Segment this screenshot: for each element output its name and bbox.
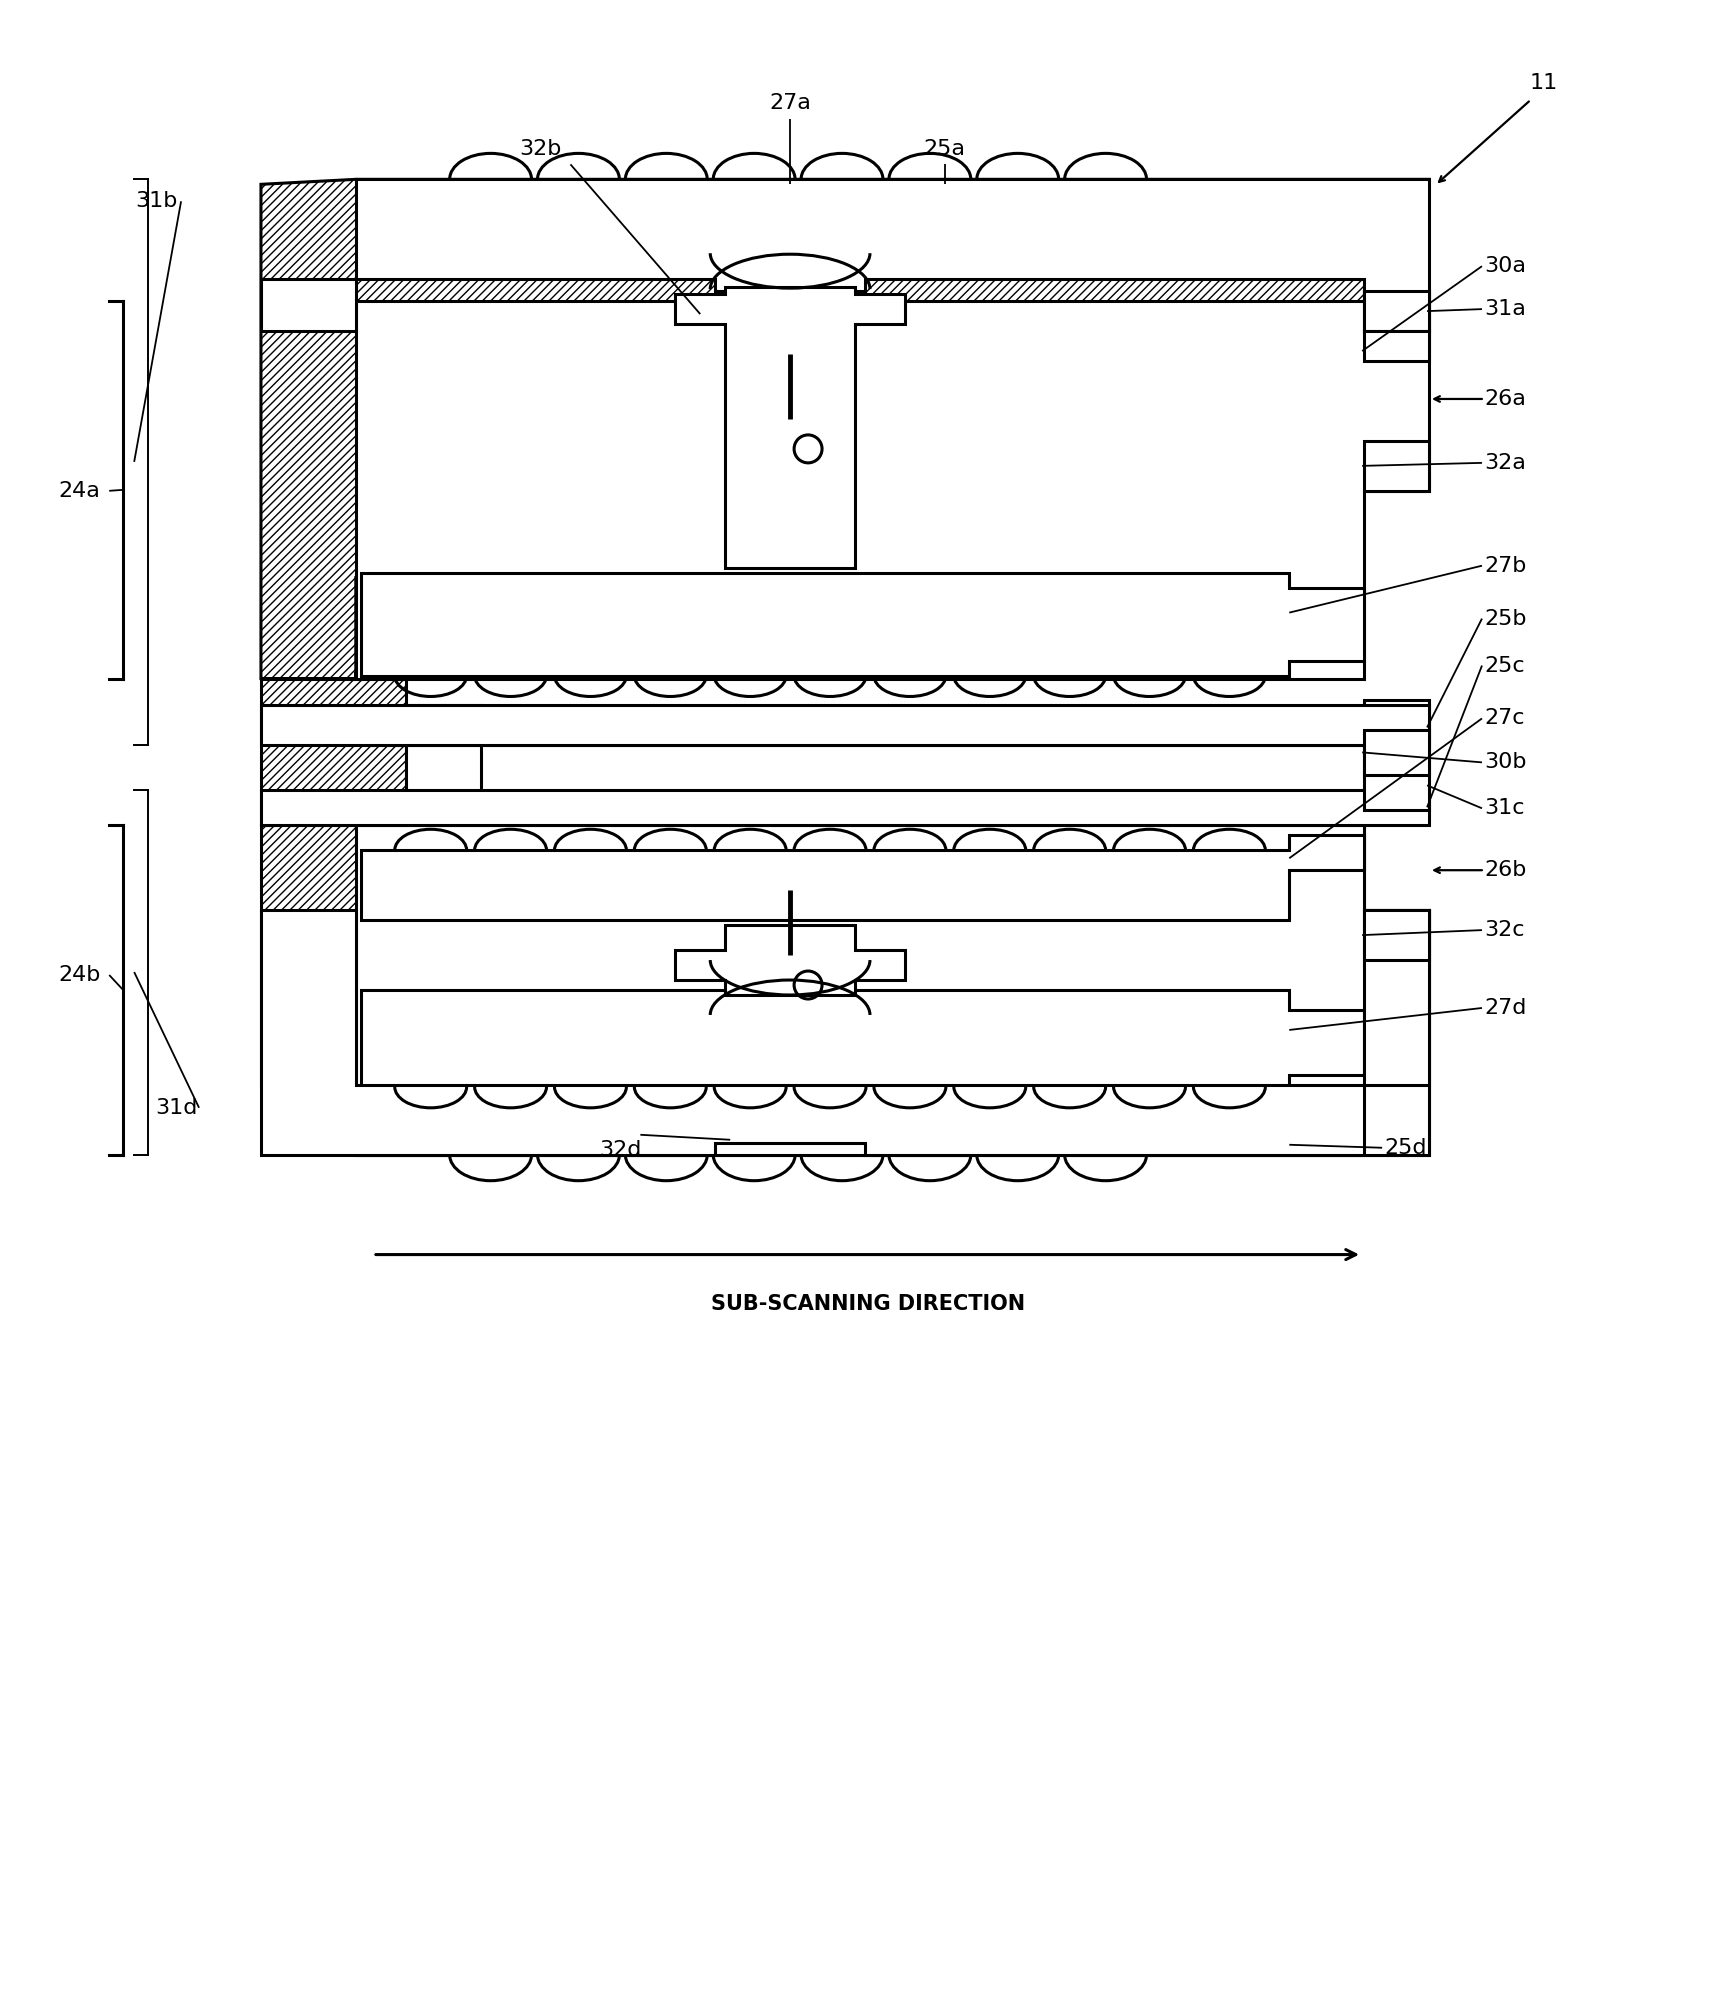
Polygon shape <box>260 179 1430 679</box>
Text: 27b: 27b <box>1484 556 1527 576</box>
Text: 31a: 31a <box>1484 299 1525 319</box>
Polygon shape <box>260 179 1430 331</box>
Text: 26a: 26a <box>1484 388 1525 408</box>
Polygon shape <box>1364 910 1430 960</box>
Text: 11: 11 <box>1531 74 1558 94</box>
Text: 26b: 26b <box>1484 861 1527 880</box>
Polygon shape <box>675 924 906 994</box>
Polygon shape <box>356 825 1430 1155</box>
Text: 25a: 25a <box>924 139 966 159</box>
Text: 24b: 24b <box>58 964 101 984</box>
Text: 27c: 27c <box>1484 709 1524 729</box>
Polygon shape <box>356 291 1430 679</box>
Polygon shape <box>1364 291 1430 331</box>
Polygon shape <box>361 572 1364 675</box>
Polygon shape <box>260 705 1430 745</box>
Text: 30b: 30b <box>1484 753 1527 773</box>
Text: 31b: 31b <box>135 191 178 211</box>
Text: 31c: 31c <box>1484 799 1524 819</box>
Polygon shape <box>260 679 406 825</box>
Text: 31d: 31d <box>154 1098 197 1118</box>
Polygon shape <box>1364 701 1430 755</box>
Polygon shape <box>1364 761 1430 811</box>
Text: 25b: 25b <box>1484 610 1527 629</box>
Polygon shape <box>260 825 1430 1155</box>
Polygon shape <box>260 791 1430 825</box>
Polygon shape <box>361 711 1364 745</box>
Polygon shape <box>1364 331 1430 361</box>
Text: 32c: 32c <box>1484 920 1524 940</box>
Text: SUB-SCANNING DIRECTION: SUB-SCANNING DIRECTION <box>710 1295 1025 1315</box>
Polygon shape <box>1364 731 1430 775</box>
Text: 32d: 32d <box>599 1139 642 1159</box>
Polygon shape <box>260 910 1430 1155</box>
Polygon shape <box>1364 440 1430 490</box>
Text: 30a: 30a <box>1484 257 1525 277</box>
Text: 25d: 25d <box>1383 1137 1426 1157</box>
Polygon shape <box>361 835 1364 920</box>
Text: 25c: 25c <box>1484 655 1525 675</box>
Text: 32b: 32b <box>519 139 562 159</box>
Polygon shape <box>361 990 1364 1088</box>
Polygon shape <box>406 705 481 831</box>
Text: 27a: 27a <box>769 94 811 114</box>
Text: 32a: 32a <box>1484 452 1525 472</box>
Polygon shape <box>675 287 906 568</box>
Text: 27d: 27d <box>1484 998 1527 1018</box>
Text: 24a: 24a <box>58 480 101 500</box>
